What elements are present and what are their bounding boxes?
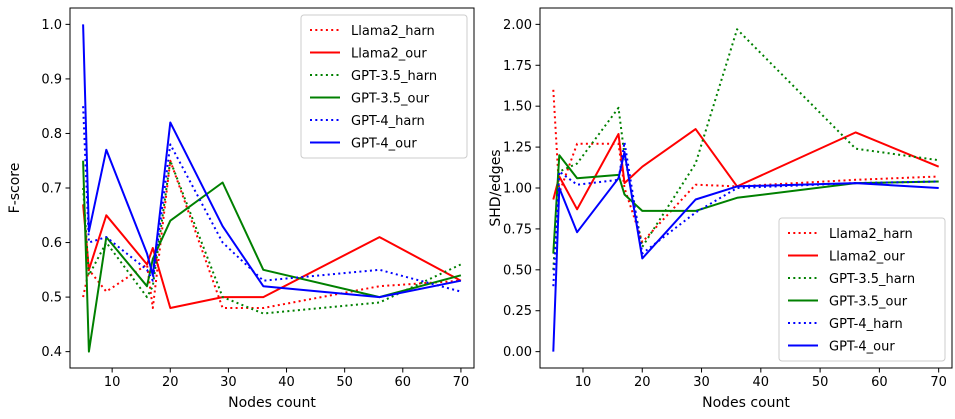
y-tick-label: 0.7: [41, 182, 62, 197]
x-tick-label: 20: [162, 375, 179, 390]
legend-label: GPT-3.5_our: [829, 295, 908, 310]
y-tick-label: 0.00: [503, 345, 532, 360]
legend-label: GPT-4_harn: [829, 317, 903, 332]
chart-1: 10 20 30 40 50 60 70 0.4 0.5 0.6 0.7 0.8 0.9 1.0 Nodes…: [7, 7, 475, 411]
y-tick-label: 1.0: [41, 18, 62, 33]
x-tick-label: 40: [278, 375, 295, 390]
y-tick-label: 0.9: [41, 72, 62, 87]
y-tick-label: 1.50: [503, 100, 532, 115]
legend-label: Llama2_our: [351, 47, 427, 62]
y-tick-label: 1.25: [503, 141, 532, 156]
legend-label: GPT-4_our: [829, 340, 895, 355]
x-tick-label: 20: [634, 375, 651, 390]
series-llama2-harn: [82, 159, 461, 309]
legend-label: Llama2_harn: [829, 227, 913, 242]
series-lines: [82, 24, 462, 353]
legend-label: Llama2_our: [829, 250, 905, 265]
x-tick-label: 50: [336, 375, 353, 390]
series-gpt-4-our: [82, 24, 462, 299]
y-tick-label: 1.00: [503, 182, 532, 197]
y-tick-label: 1.75: [503, 59, 532, 74]
legend: Llama2_harn Llama2_our GPT-3.5_harn GPT-3.5…: [778, 217, 946, 362]
x-tick-label: 70: [453, 375, 470, 390]
y-tick-label: 0.4: [41, 345, 62, 360]
series-gpt-4-our: [552, 151, 939, 352]
y-tick-label: 0.5: [41, 291, 62, 306]
y-tick-label: 0.25: [503, 304, 532, 319]
legend-box: [300, 14, 468, 159]
y-tick-label: 0.6: [41, 236, 62, 251]
y-axis-label: F-score: [7, 163, 23, 214]
series-lines: [552, 28, 940, 352]
y-axis-label: SHD/edges: [488, 149, 504, 226]
legend: Llama2_harn Llama2_our GPT-3.5_harn GPT-3.5…: [300, 14, 468, 159]
x-axis-label: Nodes count: [228, 395, 316, 411]
legend-label: Llama2_harn: [351, 24, 435, 39]
x-tick-label: 10: [104, 375, 121, 390]
x-tick-label: 50: [812, 375, 829, 390]
x-tick-label: 60: [395, 375, 412, 390]
x-axis-label: Nodes count: [702, 395, 790, 411]
series-gpt-3-5-harn: [82, 159, 462, 315]
legend-label: GPT-4_our: [351, 137, 417, 152]
series-llama2-our: [82, 204, 462, 309]
x-tick-label: 30: [693, 375, 710, 390]
series-gpt-3-5-our: [82, 160, 462, 353]
x-tick-label: 60: [871, 375, 888, 390]
legend-label: GPT-3.5_harn: [351, 69, 437, 84]
series-llama2-our: [552, 128, 940, 211]
x-tick-label: 10: [575, 375, 592, 390]
y-tick-label: 2.00: [503, 18, 532, 33]
x-tick-label: 70: [930, 375, 947, 390]
series-gpt-4-harn: [82, 106, 462, 293]
x-tick-label: 30: [220, 375, 237, 390]
legend-box: [778, 217, 946, 362]
chart-2: 10 20 30 40 50 60 70 0.00 0.25 0.50 0.75 1.00 1.25 1.…: [488, 7, 953, 411]
legend-label: GPT-3.5_our: [351, 92, 430, 107]
legend-label: GPT-4_harn: [351, 114, 425, 129]
series-llama2-harn: [552, 89, 939, 243]
x-tick-label: 40: [753, 375, 770, 390]
y-tick-label: 0.50: [503, 263, 532, 278]
legend-label: GPT-3.5_harn: [829, 272, 915, 287]
y-tick-label: 0.8: [41, 127, 62, 142]
y-tick-label: 0.75: [503, 222, 532, 237]
